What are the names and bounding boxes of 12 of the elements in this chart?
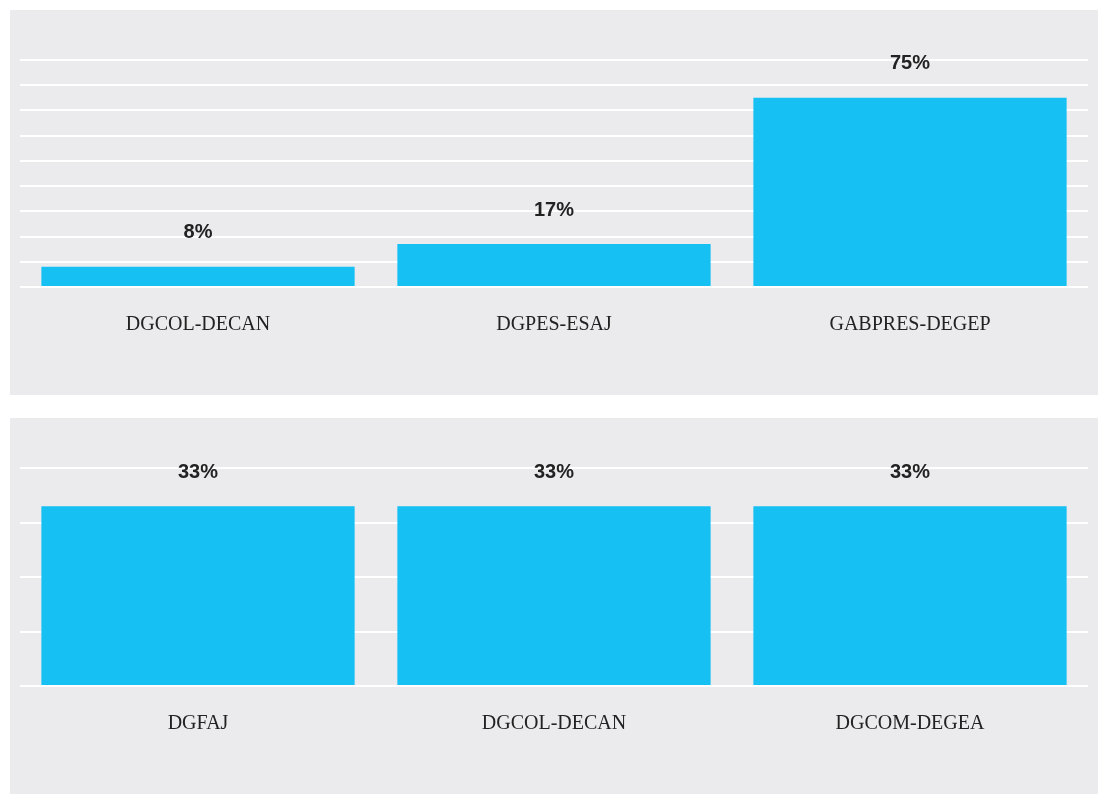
x-tick-label: DGCOM-DEGEA bbox=[835, 711, 985, 734]
data-label: 75% bbox=[889, 51, 931, 74]
data-label: 33% bbox=[177, 459, 219, 482]
data-label: 33% bbox=[533, 459, 575, 482]
data-label: 33% bbox=[889, 459, 931, 482]
x-tick-label: DGPES-ESAJ bbox=[496, 312, 612, 335]
x-tick-label: DGCOL-DECAN bbox=[125, 312, 271, 335]
x-tick-label: GABPRES-DEGEP bbox=[829, 312, 991, 335]
x-tick-label: DGCOL-DECAN bbox=[481, 711, 627, 734]
x-tick-label: DGFAJ bbox=[167, 711, 229, 734]
data-label: 17% bbox=[533, 197, 575, 220]
data-label: 8% bbox=[183, 220, 213, 243]
